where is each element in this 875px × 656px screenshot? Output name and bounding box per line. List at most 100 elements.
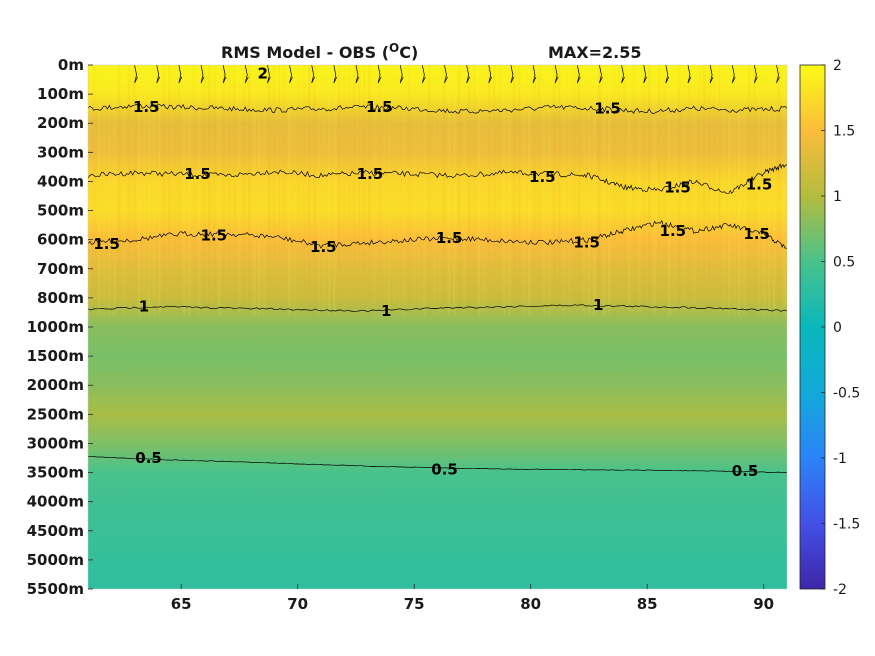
texture-stripe [388, 65, 391, 316]
colorbar-tick-label: 1.5 [833, 124, 855, 140]
texture-stripe [158, 65, 161, 316]
texture-stripe [208, 65, 211, 316]
y-tick-label: 1500m [27, 347, 84, 365]
texture-stripe [723, 65, 726, 316]
surface-contour-squiggle [709, 65, 714, 84]
texture-stripe [393, 65, 396, 316]
contour-label: 1.5 [93, 235, 120, 253]
texture-stripe [513, 65, 516, 316]
texture-stripe [363, 65, 366, 316]
contour-label: 2 [258, 65, 268, 83]
contour-label: 0.5 [732, 462, 759, 480]
texture-stripe [433, 65, 436, 316]
texture-stripe [438, 65, 441, 316]
texture-stripe [323, 65, 326, 316]
y-tick-label: 5000m [27, 551, 84, 569]
surface-contour-squiggle [599, 65, 603, 84]
texture-stripe [228, 65, 231, 316]
x-tick-label: 90 [753, 595, 774, 613]
texture-stripe [403, 65, 406, 316]
texture-stripe [123, 65, 126, 316]
texture-stripe [238, 65, 241, 316]
contour-label: 1.5 [529, 168, 556, 186]
texture-stripe [768, 65, 771, 316]
texture-stripe [273, 65, 276, 316]
y-tick-label: 800m [37, 289, 84, 307]
contour-label: 1.5 [310, 238, 337, 256]
texture-stripe [168, 65, 171, 316]
texture-stripe [163, 65, 166, 316]
y-tick-label: 700m [37, 260, 84, 278]
texture-stripe [778, 65, 781, 316]
texture-stripe [118, 65, 121, 316]
surface-contour-squiggle [289, 65, 293, 84]
contour-lines [88, 65, 787, 473]
x-tick-label: 80 [520, 595, 541, 613]
surface-contour-squiggle [222, 65, 227, 84]
texture-stripe [93, 65, 96, 316]
colorbar-tick-label: -2 [833, 582, 847, 598]
surface-contour-squiggle [311, 65, 315, 84]
texture-stripe [563, 65, 566, 316]
y-tick-label: 3500m [27, 464, 84, 482]
contour-label: 0.5 [431, 461, 458, 479]
colorbar-scale [799, 64, 826, 590]
texture-stripe [603, 65, 606, 316]
surface-contour-squiggle [687, 65, 692, 84]
texture-stripe [493, 65, 496, 316]
texture-stripe [683, 65, 686, 316]
surface-contour-squiggle [510, 65, 515, 84]
texture-stripe [378, 65, 381, 316]
surface-contour-squiggle [532, 65, 537, 84]
x-tick-label: 85 [637, 595, 658, 613]
y-tick-label: 2000m [27, 376, 84, 394]
texture-stripe [183, 65, 186, 316]
texture-stripe [733, 65, 736, 316]
y-tick-label: 100m [37, 85, 84, 103]
surface-contour-squiggle [488, 65, 493, 84]
texture-stripe [623, 65, 626, 316]
contour-label: 1.5 [436, 229, 463, 247]
heatmap-background [88, 65, 787, 589]
texture-stripe [598, 65, 601, 316]
texture-stripe [498, 65, 501, 316]
texture-stripe [303, 65, 306, 316]
texture-stripe [203, 65, 206, 316]
y-tick-label: 2500m [27, 405, 84, 423]
y-tick-label: 200m [37, 114, 84, 132]
texture-stripe [708, 65, 711, 316]
texture-stripe [568, 65, 571, 316]
texture-stripe [243, 65, 246, 316]
texture-stripe [198, 65, 201, 316]
texture-stripe [533, 65, 536, 316]
texture-stripe [178, 65, 181, 316]
texture-stripe [108, 65, 111, 316]
x-tick-label: 75 [404, 595, 425, 613]
max-label: MAX=2.55 [548, 43, 642, 62]
texture-stripe [173, 65, 176, 316]
texture-stripe [468, 65, 471, 316]
texture-stripe [743, 65, 746, 316]
contour-label: 1 [139, 298, 149, 316]
colorbar-tick-label: 0 [833, 320, 842, 336]
texture-stripe [258, 65, 261, 316]
colorbar-ticks: 2 1.5 1 0.5 0 -0.5 -1 -1.5 -2 [821, 58, 860, 598]
texture-stripe [668, 65, 671, 316]
texture-stripe [413, 65, 416, 316]
contour-label: 1 [381, 302, 391, 320]
texture-stripe [758, 65, 761, 316]
texture-stripe [103, 65, 106, 316]
texture-stripe [428, 65, 431, 316]
surface-contour-squiggle [377, 65, 382, 84]
texture-stripe [218, 65, 221, 316]
y-tick-label: 5500m [27, 580, 84, 598]
texture-stripe [613, 65, 616, 316]
texture-stripe [353, 65, 356, 316]
texture-stripe [643, 65, 646, 316]
y-tick-label: 400m [37, 172, 84, 190]
texture-stripe [278, 65, 281, 316]
texture-stripe [728, 65, 731, 316]
colorbar-tick-label: 2 [833, 58, 842, 74]
texture-stripe [308, 65, 311, 316]
